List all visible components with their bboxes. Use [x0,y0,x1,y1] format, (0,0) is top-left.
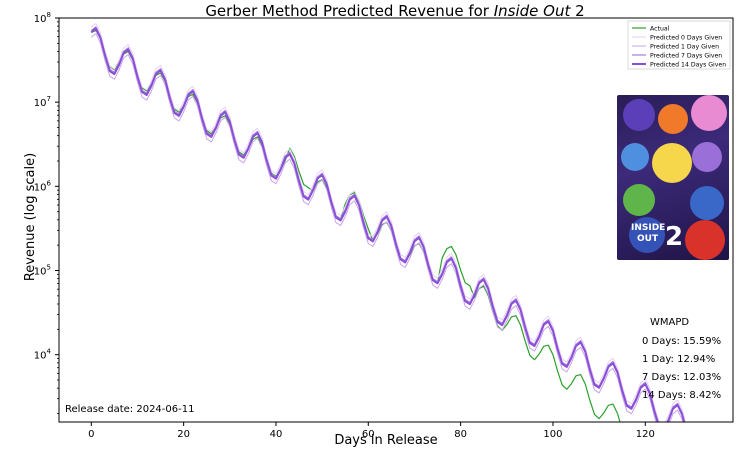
poster-artwork: INSIDE OUT 2 [621,95,727,260]
series-line [90,33,684,422]
y-tick-label: 106 [34,179,52,193]
wmapd-title: WMAPD [650,317,689,328]
x-tick-label: 40 [270,429,283,440]
legend-entry: Predicted 14 Days Given [650,62,726,69]
plot-area [90,23,686,422]
axes: 0 20 40 60 80 100 120 104 105 106 107 108 [34,11,734,440]
poster-title: INSIDE [631,223,665,233]
x-axis-label: Days in Release [334,433,437,448]
x-tick-label: 0 [88,429,94,440]
y-tick-label: 104 [34,348,52,362]
y-tick-label: 108 [34,11,51,25]
legend-entry: Predicted 7 Days Given [650,53,722,60]
legend-entry: Actual [650,26,670,33]
x-tick-label: 120 [636,429,655,440]
wmapd-line: 14 Days: 8.42% [642,390,721,401]
x-tick-label: 100 [543,429,562,440]
legend: Actual Predicted 0 Days Given Predicted 1 … [627,20,731,70]
legend-entry: Predicted 1 Day Given [650,44,719,51]
legend-entry: Predicted 0 Days Given [650,35,722,42]
wmapd-line: 0 Days: 15.59% [642,336,721,347]
y-tick-label: 107 [34,95,51,109]
series-line [91,29,621,422]
poster-title: OUT [637,234,659,244]
series-line [90,23,686,422]
y-tick-label: 105 [34,264,51,278]
series-line [90,27,686,422]
chart-title: Gerber Method Predicted Revenue for Insi… [205,2,584,20]
legend-box [627,20,731,70]
movie-poster-image: INSIDE OUT 2 [617,95,729,260]
release-date-note: Release date: 2024-06-11 [65,404,194,415]
x-tick-label: 60 [362,429,375,440]
wmapd-box: WMAPD 0 Days: 15.59% 1 Day: 12.94% 7 Day… [642,317,721,401]
x-tick-label: 20 [177,429,190,440]
poster-numeral: 2 [665,222,683,252]
x-tick-label: 80 [454,429,467,440]
wmapd-line: 7 Days: 12.03% [642,372,721,383]
wmapd-line: 1 Day: 12.94% [642,354,715,365]
y-axis-label: Revenue (log scale) [23,153,38,281]
series-line [90,26,686,422]
